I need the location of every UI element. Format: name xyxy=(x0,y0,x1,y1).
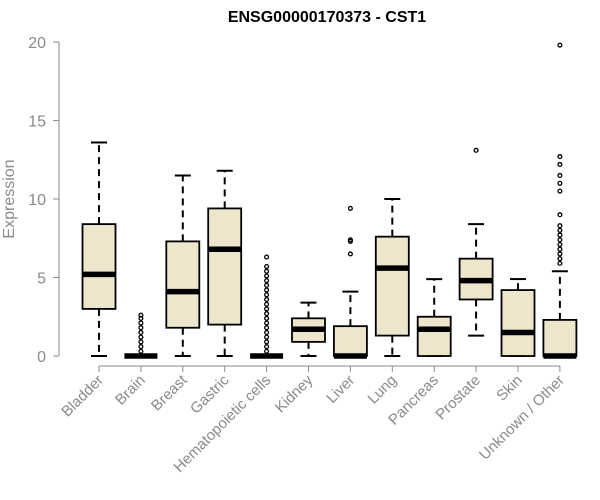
box-iqr xyxy=(207,207,243,326)
box-group xyxy=(542,42,578,359)
box-iqr xyxy=(165,240,201,329)
outlier-point xyxy=(138,325,144,331)
outlier-point xyxy=(264,311,270,317)
box-group xyxy=(207,169,243,357)
outlier-point xyxy=(264,268,270,274)
outlier-point xyxy=(264,278,270,284)
box-group xyxy=(250,254,284,359)
outlier-point xyxy=(264,292,270,298)
outlier-point xyxy=(264,315,270,321)
outlier-point xyxy=(264,282,270,288)
x-tick-label: Breast xyxy=(148,371,191,414)
outlier-point xyxy=(264,287,270,293)
outlier-point xyxy=(264,306,270,312)
box-group xyxy=(374,198,410,357)
outlier-point xyxy=(557,241,563,248)
outlier-point xyxy=(138,312,144,318)
outlier-point xyxy=(138,329,144,336)
outlier-point xyxy=(557,154,563,160)
box-group xyxy=(458,147,494,337)
outlier-point xyxy=(557,161,563,168)
outlier-point xyxy=(557,251,563,257)
outlier-point xyxy=(347,237,353,243)
outlier-point xyxy=(264,320,270,326)
outlier-point xyxy=(264,254,270,260)
box-iqr xyxy=(81,223,117,310)
outlier-point xyxy=(264,273,270,279)
outlier-point xyxy=(557,246,563,252)
outlier-point xyxy=(264,263,270,270)
outlier-point xyxy=(264,344,270,350)
outlier-point xyxy=(347,205,353,211)
outlier-point xyxy=(557,227,563,233)
boxes xyxy=(81,42,578,359)
outlier-point xyxy=(557,42,563,48)
y-tick-label: 5 xyxy=(37,271,46,288)
outlier-point xyxy=(557,212,563,218)
outlier-point xyxy=(557,232,563,238)
box-group xyxy=(291,301,326,357)
box-iqr xyxy=(332,325,368,357)
box-iqr xyxy=(374,235,410,337)
outlier-point xyxy=(264,325,270,331)
outlier-point xyxy=(557,188,563,194)
x-tick-label: Brain xyxy=(112,372,149,409)
outlier-point xyxy=(264,296,270,303)
outlier-point xyxy=(557,180,563,186)
outlier-point xyxy=(138,334,144,340)
x-tick-label: Bladder xyxy=(58,372,107,421)
box-iqr xyxy=(416,315,452,357)
box-group xyxy=(416,278,452,357)
box-group xyxy=(165,174,201,357)
box-group xyxy=(124,312,158,359)
outlier-point xyxy=(138,348,144,354)
y-tick-label: 10 xyxy=(28,192,46,209)
outlier-point xyxy=(557,260,563,266)
outlier-point xyxy=(138,320,144,326)
outlier-point xyxy=(347,251,353,257)
outlier-point xyxy=(264,334,270,340)
x-tick-label: Liver xyxy=(323,372,358,407)
outlier-point xyxy=(473,147,479,153)
x-tick-label: Kidney xyxy=(272,371,317,416)
outlier-point xyxy=(557,172,563,179)
box-iqr xyxy=(500,289,536,357)
x-tick-label: Skin xyxy=(493,372,526,405)
outlier-point xyxy=(557,256,563,262)
chart-title: ENSG00000170373 - CST1 xyxy=(228,9,426,26)
outlier-point xyxy=(264,329,270,336)
outlier-point xyxy=(138,344,144,350)
x-tick-label: Lung xyxy=(365,372,401,408)
x-tick-label: Prostate xyxy=(432,372,484,424)
outlier-point xyxy=(264,348,270,354)
box-group xyxy=(81,141,117,357)
y-tick-label: 15 xyxy=(28,114,46,131)
y-tick-label: 20 xyxy=(28,35,46,52)
y-axis-label: Expression xyxy=(1,159,18,238)
outlier-point xyxy=(138,315,144,321)
box-group xyxy=(332,205,368,359)
outlier-point xyxy=(557,237,563,243)
outlier-point xyxy=(264,301,270,307)
outlier-point xyxy=(264,339,270,345)
outlier-point xyxy=(138,339,144,345)
box-iqr xyxy=(542,318,578,357)
outlier-point xyxy=(557,223,563,229)
box-group xyxy=(500,278,536,357)
y-tick-label: 0 xyxy=(37,349,46,366)
